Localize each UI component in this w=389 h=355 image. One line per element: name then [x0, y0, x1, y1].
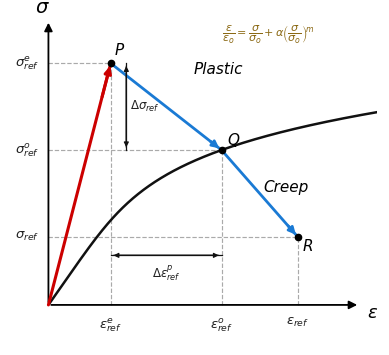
Text: $\varepsilon_{ref}^{e}$: $\varepsilon_{ref}^{e}$ [99, 316, 122, 333]
Text: P: P [115, 43, 124, 58]
Text: $\Delta\sigma_{ref}$: $\Delta\sigma_{ref}$ [130, 99, 160, 114]
Text: $\varepsilon$: $\varepsilon$ [367, 304, 378, 322]
Text: $\dfrac{\varepsilon}{\varepsilon_o}=\dfrac{\sigma}{\sigma_o}+\alpha\left(\dfrac{: $\dfrac{\varepsilon}{\varepsilon_o}=\dfr… [221, 23, 314, 45]
Text: Creep: Creep [263, 180, 308, 195]
Text: $\sigma_{ref}^{e}$: $\sigma_{ref}^{e}$ [16, 54, 40, 72]
Text: $\sigma_{ref}$: $\sigma_{ref}$ [16, 230, 40, 243]
Text: $\sigma_{ref}^{o}$: $\sigma_{ref}^{o}$ [16, 141, 40, 159]
Text: Q: Q [228, 132, 240, 148]
Text: $\varepsilon_{ref}$: $\varepsilon_{ref}$ [286, 316, 309, 329]
Text: $\Delta\varepsilon_{ref}^{p}$: $\Delta\varepsilon_{ref}^{p}$ [152, 263, 180, 283]
Text: Plastic: Plastic [194, 62, 244, 77]
Text: $\sigma$: $\sigma$ [35, 0, 50, 17]
Text: R: R [303, 239, 314, 254]
Text: $\varepsilon_{ref}^{o}$: $\varepsilon_{ref}^{o}$ [210, 316, 233, 333]
